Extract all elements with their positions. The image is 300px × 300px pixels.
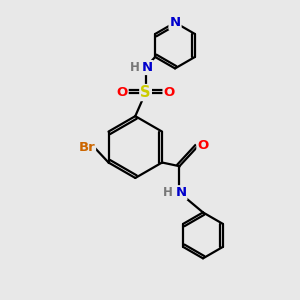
Text: H: H (163, 186, 173, 199)
Text: S: S (140, 85, 151, 100)
Text: O: O (164, 86, 175, 99)
Text: O: O (197, 139, 208, 152)
Text: N: N (176, 186, 187, 199)
Text: Br: Br (78, 141, 95, 154)
Text: H: H (130, 61, 139, 74)
Text: N: N (169, 16, 181, 29)
Text: N: N (142, 61, 153, 74)
Text: O: O (116, 86, 128, 99)
